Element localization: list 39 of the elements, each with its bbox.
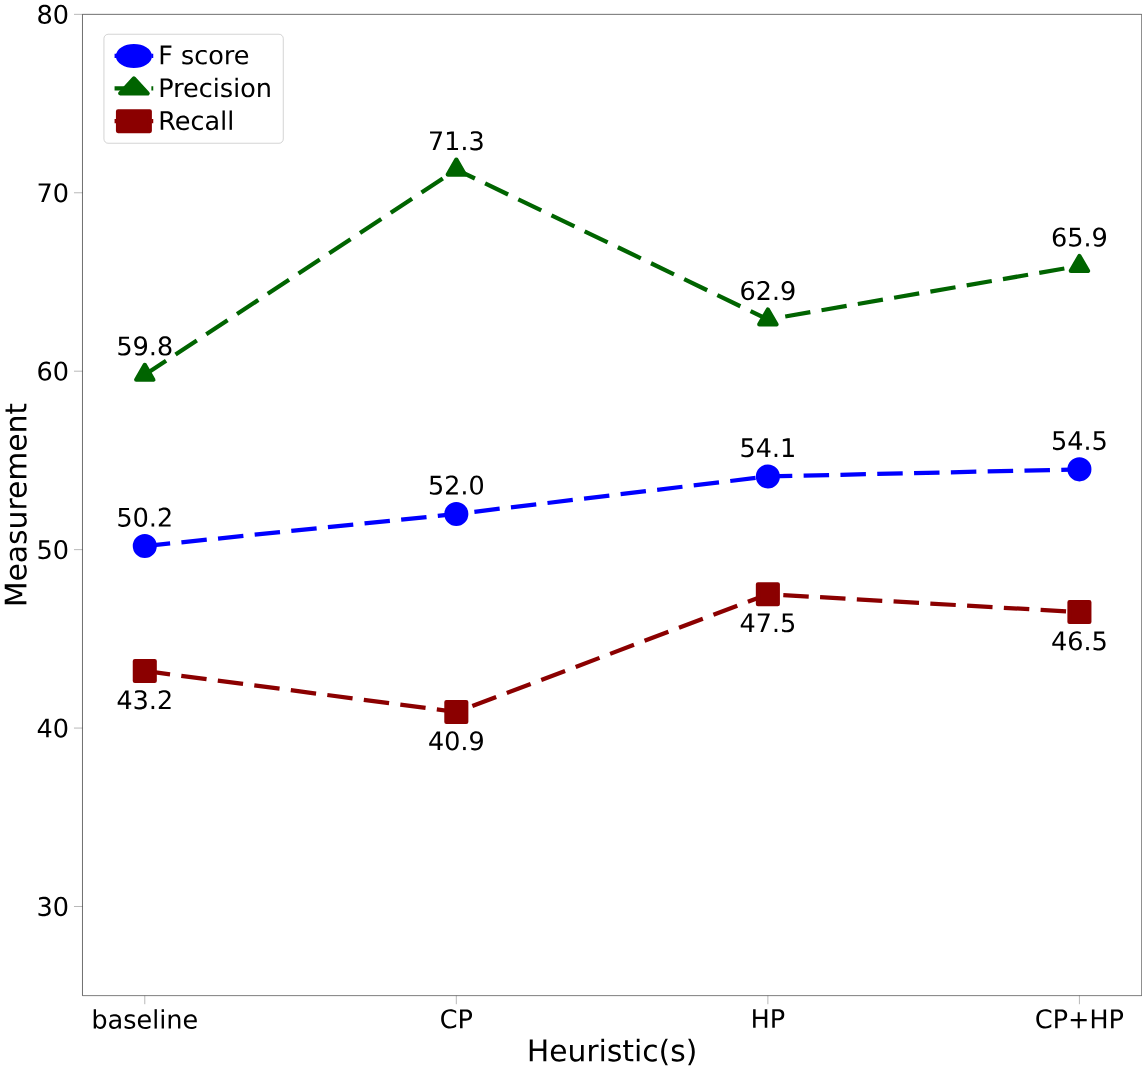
data-label: 54.5 — [1053, 431, 1106, 451]
point — [132, 534, 157, 559]
legend-label: Recall — [160, 110, 232, 131]
data-label: 59.8 — [118, 336, 172, 356]
point — [132, 658, 157, 684]
data-label: 40.9 — [429, 731, 483, 751]
point — [445, 157, 468, 177]
point — [1067, 457, 1092, 482]
point — [444, 700, 469, 725]
data-label: 62.9 — [741, 281, 795, 301]
y-tick-label: 50 — [38, 540, 68, 560]
data-label: 46.5 — [1052, 631, 1106, 651]
data-label: 54.1 — [741, 438, 794, 458]
x-tick-label: CP+HP — [1036, 1009, 1124, 1029]
point — [1067, 600, 1092, 625]
y-tick-label: 40 — [37, 718, 68, 738]
point — [444, 501, 469, 527]
x-tick-label: baseline — [93, 1009, 197, 1029]
point — [755, 582, 780, 607]
point — [1068, 253, 1091, 274]
data-label: 50.2 — [118, 507, 171, 527]
data-label: 52.0 — [429, 475, 484, 495]
y-tick-label: 70 — [38, 183, 68, 203]
x-axis-title: Heuristic(s) — [529, 1038, 695, 1066]
y-tick-label: 30 — [38, 896, 68, 917]
point — [134, 362, 156, 382]
y-tick-label: 60 — [38, 361, 68, 381]
data-label: 65.9 — [1052, 227, 1106, 247]
data-label: 71.3 — [430, 131, 483, 151]
y-tick-label: 80 — [38, 4, 68, 25]
legend-label: F score — [160, 45, 249, 65]
legend-label: Precision — [160, 77, 270, 98]
point — [757, 307, 779, 327]
y-axis-title: Measurement — [4, 403, 27, 605]
x-tick-label: CP — [441, 1009, 473, 1029]
data-label: 43.2 — [117, 690, 171, 710]
x-tick-label: HP — [753, 1009, 785, 1028]
data-label: 47.5 — [740, 613, 795, 633]
point — [755, 464, 780, 489]
